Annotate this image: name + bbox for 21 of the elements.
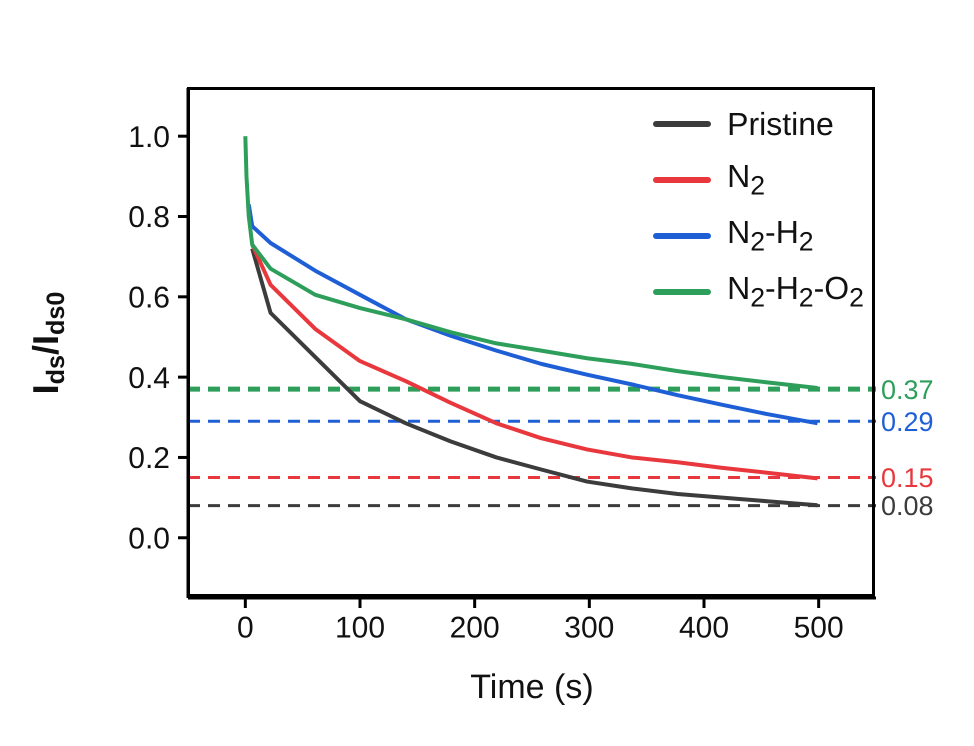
ref-line-label: 0.37: [881, 374, 934, 405]
y-tick-label: 0.2: [128, 442, 170, 476]
x-tick-label: 500: [794, 611, 844, 644]
legend-label: Pristine: [727, 106, 834, 142]
y-tick-label: 0.4: [128, 362, 170, 395]
x-tick-label: 300: [564, 611, 614, 644]
legend-label: N$_{2}$: [727, 158, 766, 202]
x-tick-label: 100: [334, 611, 386, 644]
x-tick-label: 0: [236, 611, 254, 644]
legend-label: N$_{2}$-H$_{2}$-O$_{2}$: [727, 270, 864, 314]
ref-line-label: 0.29: [881, 406, 934, 437]
y-tick-label: 0.0: [128, 522, 170, 556]
y-tick-label: 0.6: [128, 281, 170, 314]
ref-line-label: 0.15: [881, 463, 934, 494]
x-tick-label: 200: [450, 611, 500, 644]
x-axis-title: Time (s): [470, 668, 594, 706]
ref-line-label: 0.08: [881, 491, 934, 522]
x-tick-label: 400: [678, 611, 730, 644]
legend-label: N$_{2}$-H$_{2}$: [727, 214, 814, 258]
y-tick-label: 0.8: [128, 201, 170, 234]
y-tick-label: 1.0: [128, 120, 170, 154]
